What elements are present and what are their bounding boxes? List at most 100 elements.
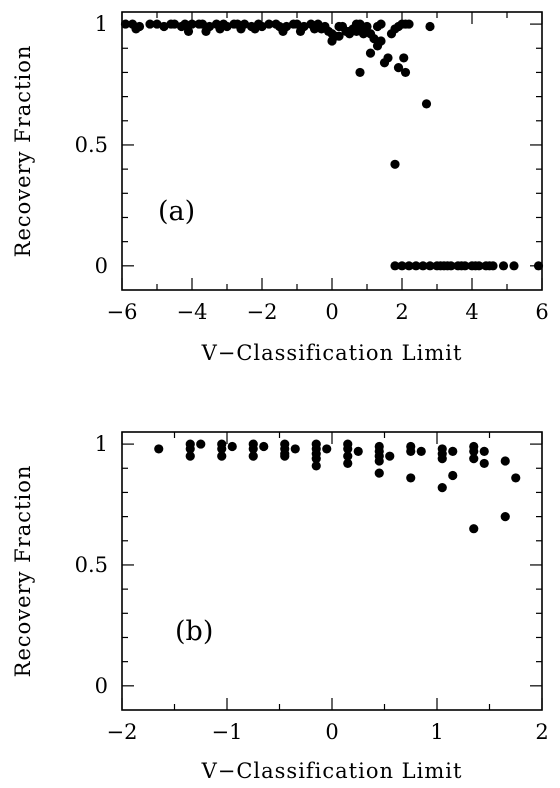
data-point — [393, 63, 404, 73]
x-tick-label: −2 — [107, 720, 138, 744]
data-point — [456, 261, 467, 271]
x-tick-label: 0 — [325, 300, 338, 324]
y-tick-label: 0.5 — [75, 133, 108, 157]
data-point — [343, 451, 353, 461]
panel-a: −6 −4 −2 0 2 4 6 0 0.5 1 V−Classification Limit Rec… — [11, 11, 549, 365]
data-point — [309, 24, 320, 34]
data-point — [479, 446, 489, 456]
y-tick-label: 1 — [95, 432, 108, 456]
data-point — [236, 24, 246, 34]
data-point — [351, 26, 362, 36]
y-tick-label: 0 — [95, 674, 108, 698]
data-point — [145, 19, 155, 29]
data-point — [311, 461, 321, 471]
data-point — [248, 444, 258, 454]
data-point — [169, 19, 180, 29]
data-point — [390, 261, 400, 271]
x-axis-title: V−Classification Limit — [201, 341, 463, 365]
data-point — [343, 444, 353, 454]
data-point — [498, 261, 509, 271]
data-point — [469, 453, 479, 464]
data-point — [159, 21, 169, 32]
data-point — [416, 446, 426, 456]
data-point — [353, 446, 363, 456]
data-point — [217, 444, 227, 454]
data-point — [180, 19, 190, 29]
data-point — [259, 441, 269, 452]
data-point — [217, 451, 227, 461]
data-point — [374, 456, 384, 466]
data-point — [185, 444, 195, 454]
data-point — [197, 19, 208, 29]
data-point — [406, 473, 416, 483]
data-point — [397, 261, 407, 271]
data-point — [418, 261, 428, 271]
data-point — [383, 53, 393, 63]
data-point — [406, 446, 416, 456]
data-point — [448, 446, 458, 456]
data-point — [322, 444, 332, 454]
data-point — [421, 99, 432, 109]
data-point — [215, 24, 225, 34]
data-point — [257, 21, 267, 32]
data-point — [376, 36, 386, 46]
y-tick-label: 1 — [95, 12, 108, 36]
data-point — [311, 453, 321, 464]
y-tick-label: 0 — [95, 254, 108, 278]
data-point — [292, 19, 302, 29]
data-point — [365, 48, 376, 58]
data-point — [278, 26, 288, 36]
data-point — [131, 24, 141, 34]
data-point — [344, 26, 355, 36]
y-axis-title: Recovery Fraction — [11, 45, 35, 258]
data-point — [327, 36, 337, 46]
data-point — [448, 470, 458, 481]
panel-b: −2 −1 0 1 2 0 0.5 1 V−Classification Limit Recove… — [11, 431, 549, 783]
data-point — [264, 19, 274, 29]
data-point — [343, 458, 353, 469]
data-point — [154, 444, 164, 454]
x-tick-label: 4 — [465, 300, 478, 324]
data-point — [183, 26, 194, 36]
data-point — [469, 446, 479, 456]
data-point — [404, 261, 414, 271]
data-point — [316, 24, 327, 34]
data-point — [250, 24, 260, 34]
data-point — [290, 444, 300, 454]
data-point — [196, 439, 206, 449]
data-point — [533, 261, 544, 271]
data-point — [411, 261, 421, 271]
x-tick-label: −4 — [177, 300, 208, 324]
data-point — [222, 21, 232, 32]
data-point — [362, 21, 372, 32]
data-point — [437, 453, 447, 464]
x-tick-label: 1 — [430, 720, 443, 744]
data-point — [442, 261, 453, 271]
y-tick-label: 0.5 — [75, 553, 108, 577]
data-point — [374, 468, 384, 478]
data-point — [201, 26, 211, 36]
data-point — [390, 159, 400, 169]
y-axis-title: Recovery Fraction — [11, 465, 35, 678]
data-point — [404, 19, 414, 29]
x-tick-label: −6 — [107, 300, 138, 324]
data-point — [355, 67, 365, 78]
data-point — [437, 483, 447, 493]
x-tick-label: 2 — [395, 300, 408, 324]
x-tick-label: 6 — [535, 300, 548, 324]
data-point — [500, 512, 510, 522]
data-point — [334, 31, 344, 41]
data-point — [469, 524, 479, 534]
panel-label: (b) — [175, 616, 213, 647]
data-point — [435, 261, 446, 271]
data-point — [185, 451, 195, 461]
x-tick-label: −2 — [247, 300, 278, 324]
data-point — [248, 451, 258, 461]
x-tick-label: 2 — [535, 720, 548, 744]
data-point — [280, 451, 290, 461]
data-point — [187, 19, 197, 29]
data-point — [295, 26, 306, 36]
data-point — [369, 33, 379, 44]
panel-label: (a) — [158, 196, 195, 227]
